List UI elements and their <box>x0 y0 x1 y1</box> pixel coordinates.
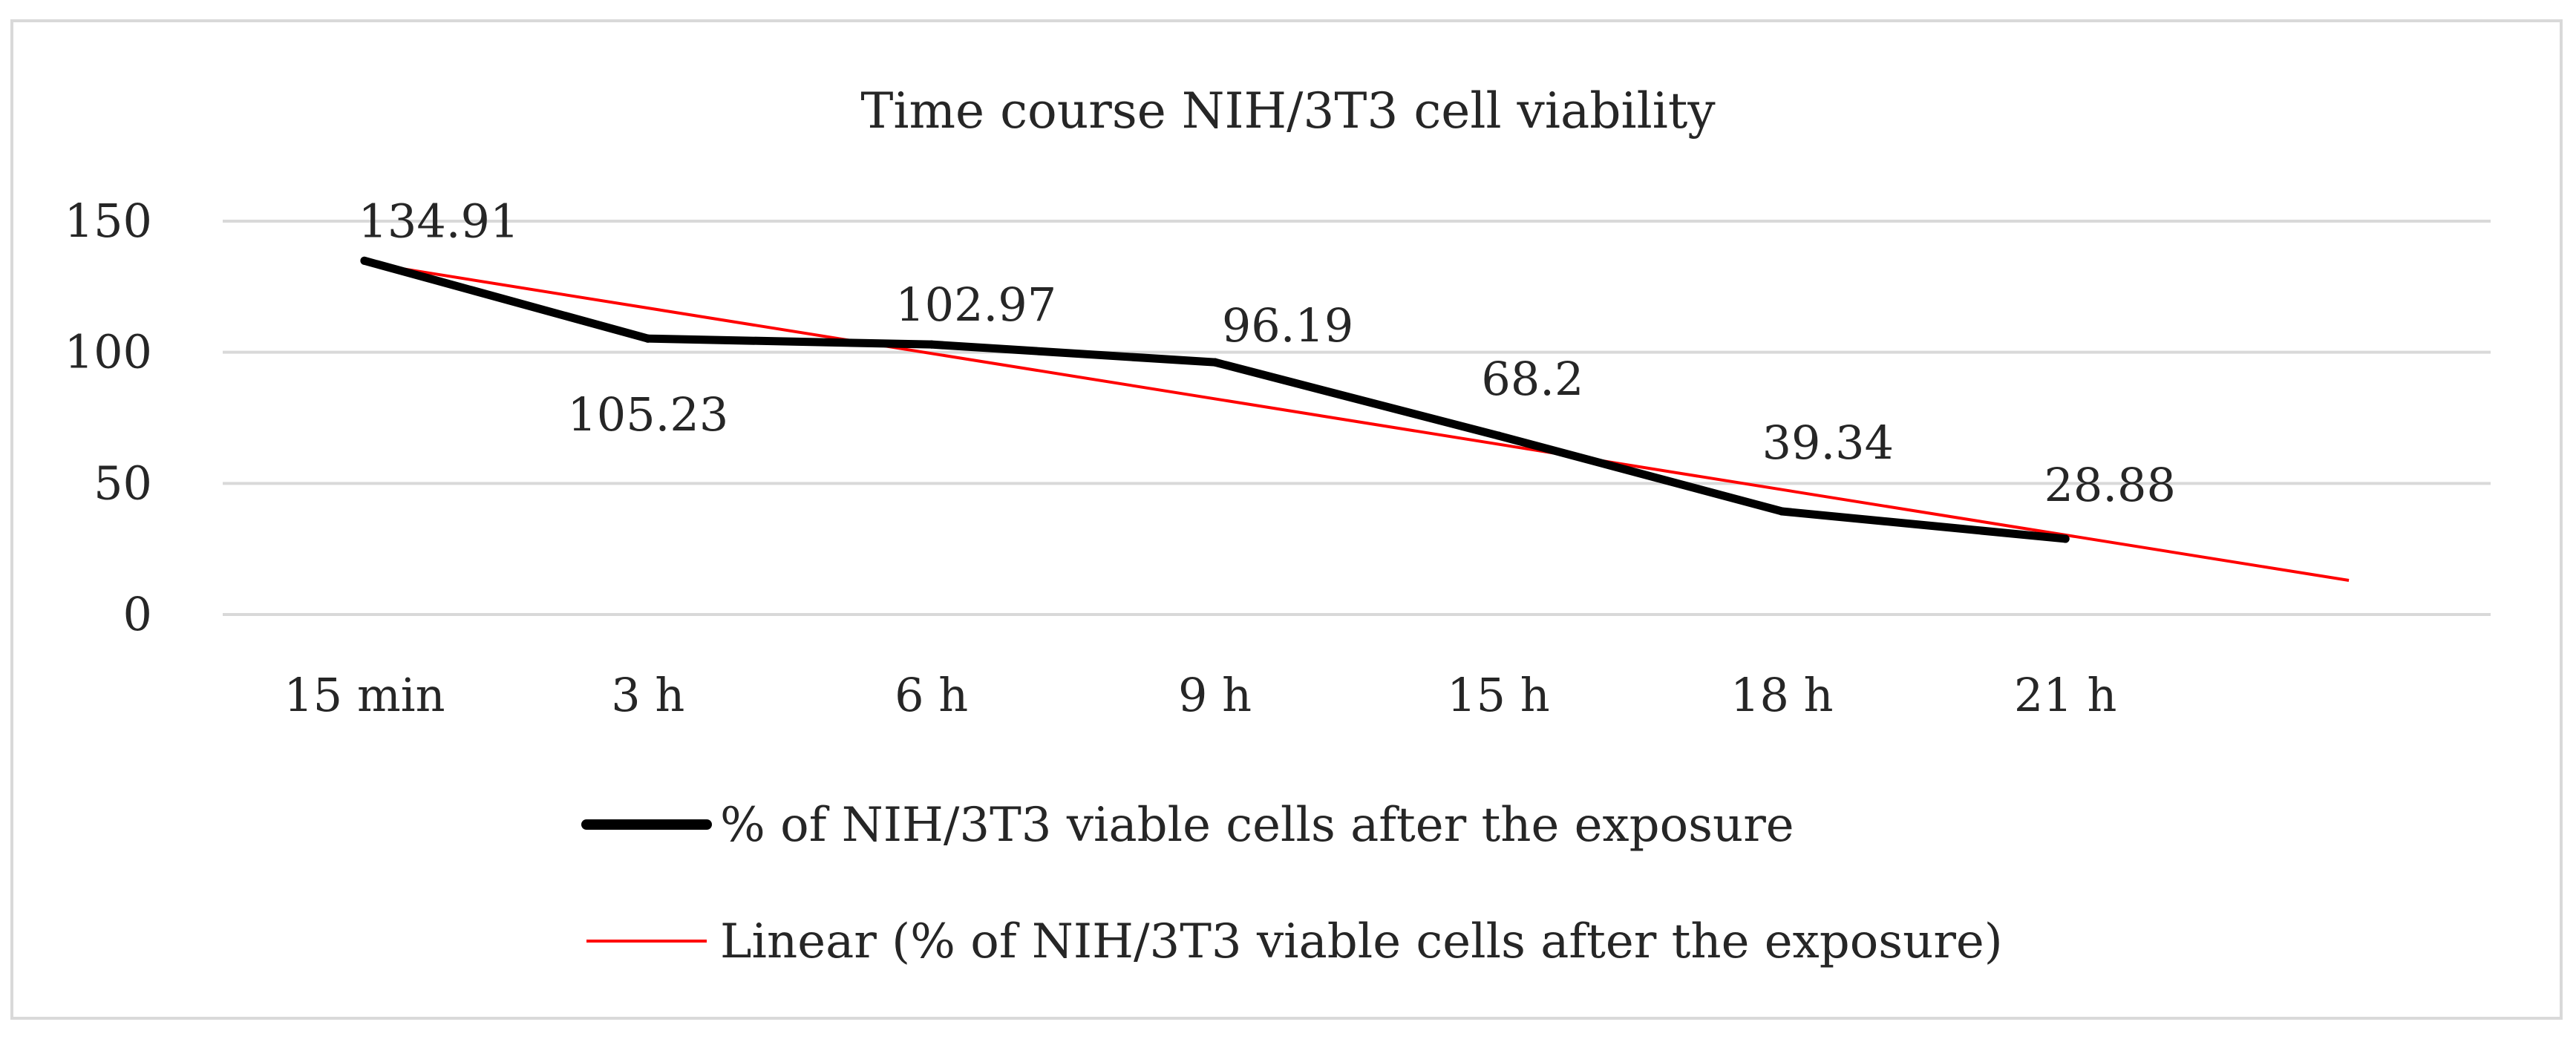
series-line-segment <box>927 340 1220 367</box>
series-line-segment <box>1777 507 2070 543</box>
data-labels: 134.91 105.23 102.97 96.19 68.2 39.34 28.88 <box>358 194 2175 512</box>
x-tick-label: 15 h <box>1447 668 1550 722</box>
data-label: 134.91 <box>358 194 519 248</box>
data-label: 102.97 <box>895 278 1056 332</box>
axes: 0 50 100 150 15 min 3 h 6 h 9 h 15 h 18 h 21 h <box>65 194 2117 722</box>
gridlines <box>223 220 2491 616</box>
data-point <box>1777 507 1786 516</box>
legend: % of NIH/3T3 viable cells after the expo… <box>581 798 2003 969</box>
y-tick-label: 150 <box>65 194 152 248</box>
series-layer <box>360 256 2070 543</box>
data-point <box>2061 534 2070 543</box>
y-tick-label: 100 <box>65 325 152 379</box>
legend-label-trendline: Linear (% of NIH/3T3 viable cells after … <box>720 914 2003 969</box>
x-tick-label: 15 min <box>284 668 445 722</box>
trendline <box>364 260 2350 583</box>
data-label: 68.2 <box>1481 352 1583 406</box>
y-tick-label: 50 <box>94 456 152 510</box>
y-tick-label: 0 <box>123 587 152 641</box>
series-line-segment <box>644 334 936 349</box>
x-tick-label: 18 h <box>1730 668 1834 722</box>
data-point <box>1494 431 1503 440</box>
x-tick-label: 6 h <box>895 668 968 722</box>
data-point <box>360 256 369 265</box>
data-label: 96.19 <box>1222 298 1354 353</box>
data-point <box>927 340 936 349</box>
data-label: 39.34 <box>1762 416 1895 470</box>
chart-title: Time course NIH/3T3 cell viability <box>860 82 1716 140</box>
chart-frame <box>10 19 2563 1020</box>
x-tick-label: 9 h <box>1178 668 1252 722</box>
x-tick-label: 3 h <box>611 668 684 722</box>
series-line-segment <box>360 256 653 343</box>
data-label: 28.88 <box>2044 458 2176 512</box>
trendline-layer <box>364 260 2350 583</box>
legend-label-series: % of NIH/3T3 viable cells after the expo… <box>720 798 1794 853</box>
data-point <box>1211 358 1220 367</box>
data-label: 105.23 <box>567 387 728 442</box>
x-tick-label: 21 h <box>2014 668 2117 722</box>
series-line-segment <box>1211 358 1503 440</box>
data-point <box>644 334 653 343</box>
series-line-segment <box>1494 431 1786 516</box>
